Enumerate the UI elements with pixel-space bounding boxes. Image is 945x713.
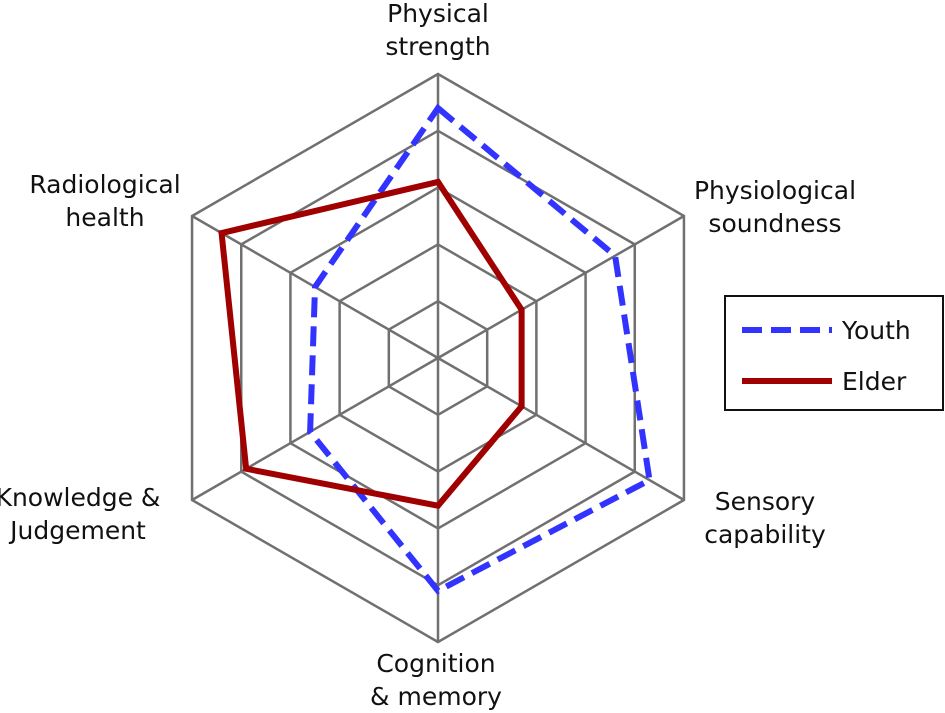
axis-label: strength <box>385 32 490 61</box>
series-youth <box>307 103 653 595</box>
axis-spoke <box>191 356 439 502</box>
legend-label-elder: Elder <box>842 367 907 396</box>
axis-spoke <box>437 356 685 502</box>
radar-series <box>218 103 653 595</box>
axis-label: & memory <box>370 682 502 711</box>
axis-label: capability <box>704 520 826 549</box>
legend-box <box>724 295 944 411</box>
axis-label: Sensory <box>715 487 816 516</box>
radar-grid <box>190 72 686 644</box>
axis-label: Physiological <box>694 176 856 205</box>
axis-labels: Physical strength Physiological soundness Se… <box>0 0 856 711</box>
axis-label: soundness <box>708 209 841 238</box>
axis-label: Cognition <box>376 649 495 678</box>
legend-label-youth: Youth <box>841 316 911 345</box>
axis-label: Knowledge & <box>0 483 160 512</box>
axis-spoke <box>437 214 685 360</box>
axis-label: Radiological <box>29 170 180 199</box>
legend: Youth Elder <box>724 295 944 411</box>
axis-label: Judgement <box>8 516 146 545</box>
axis-label: Physical <box>387 0 489 28</box>
axis-label: health <box>65 203 144 232</box>
